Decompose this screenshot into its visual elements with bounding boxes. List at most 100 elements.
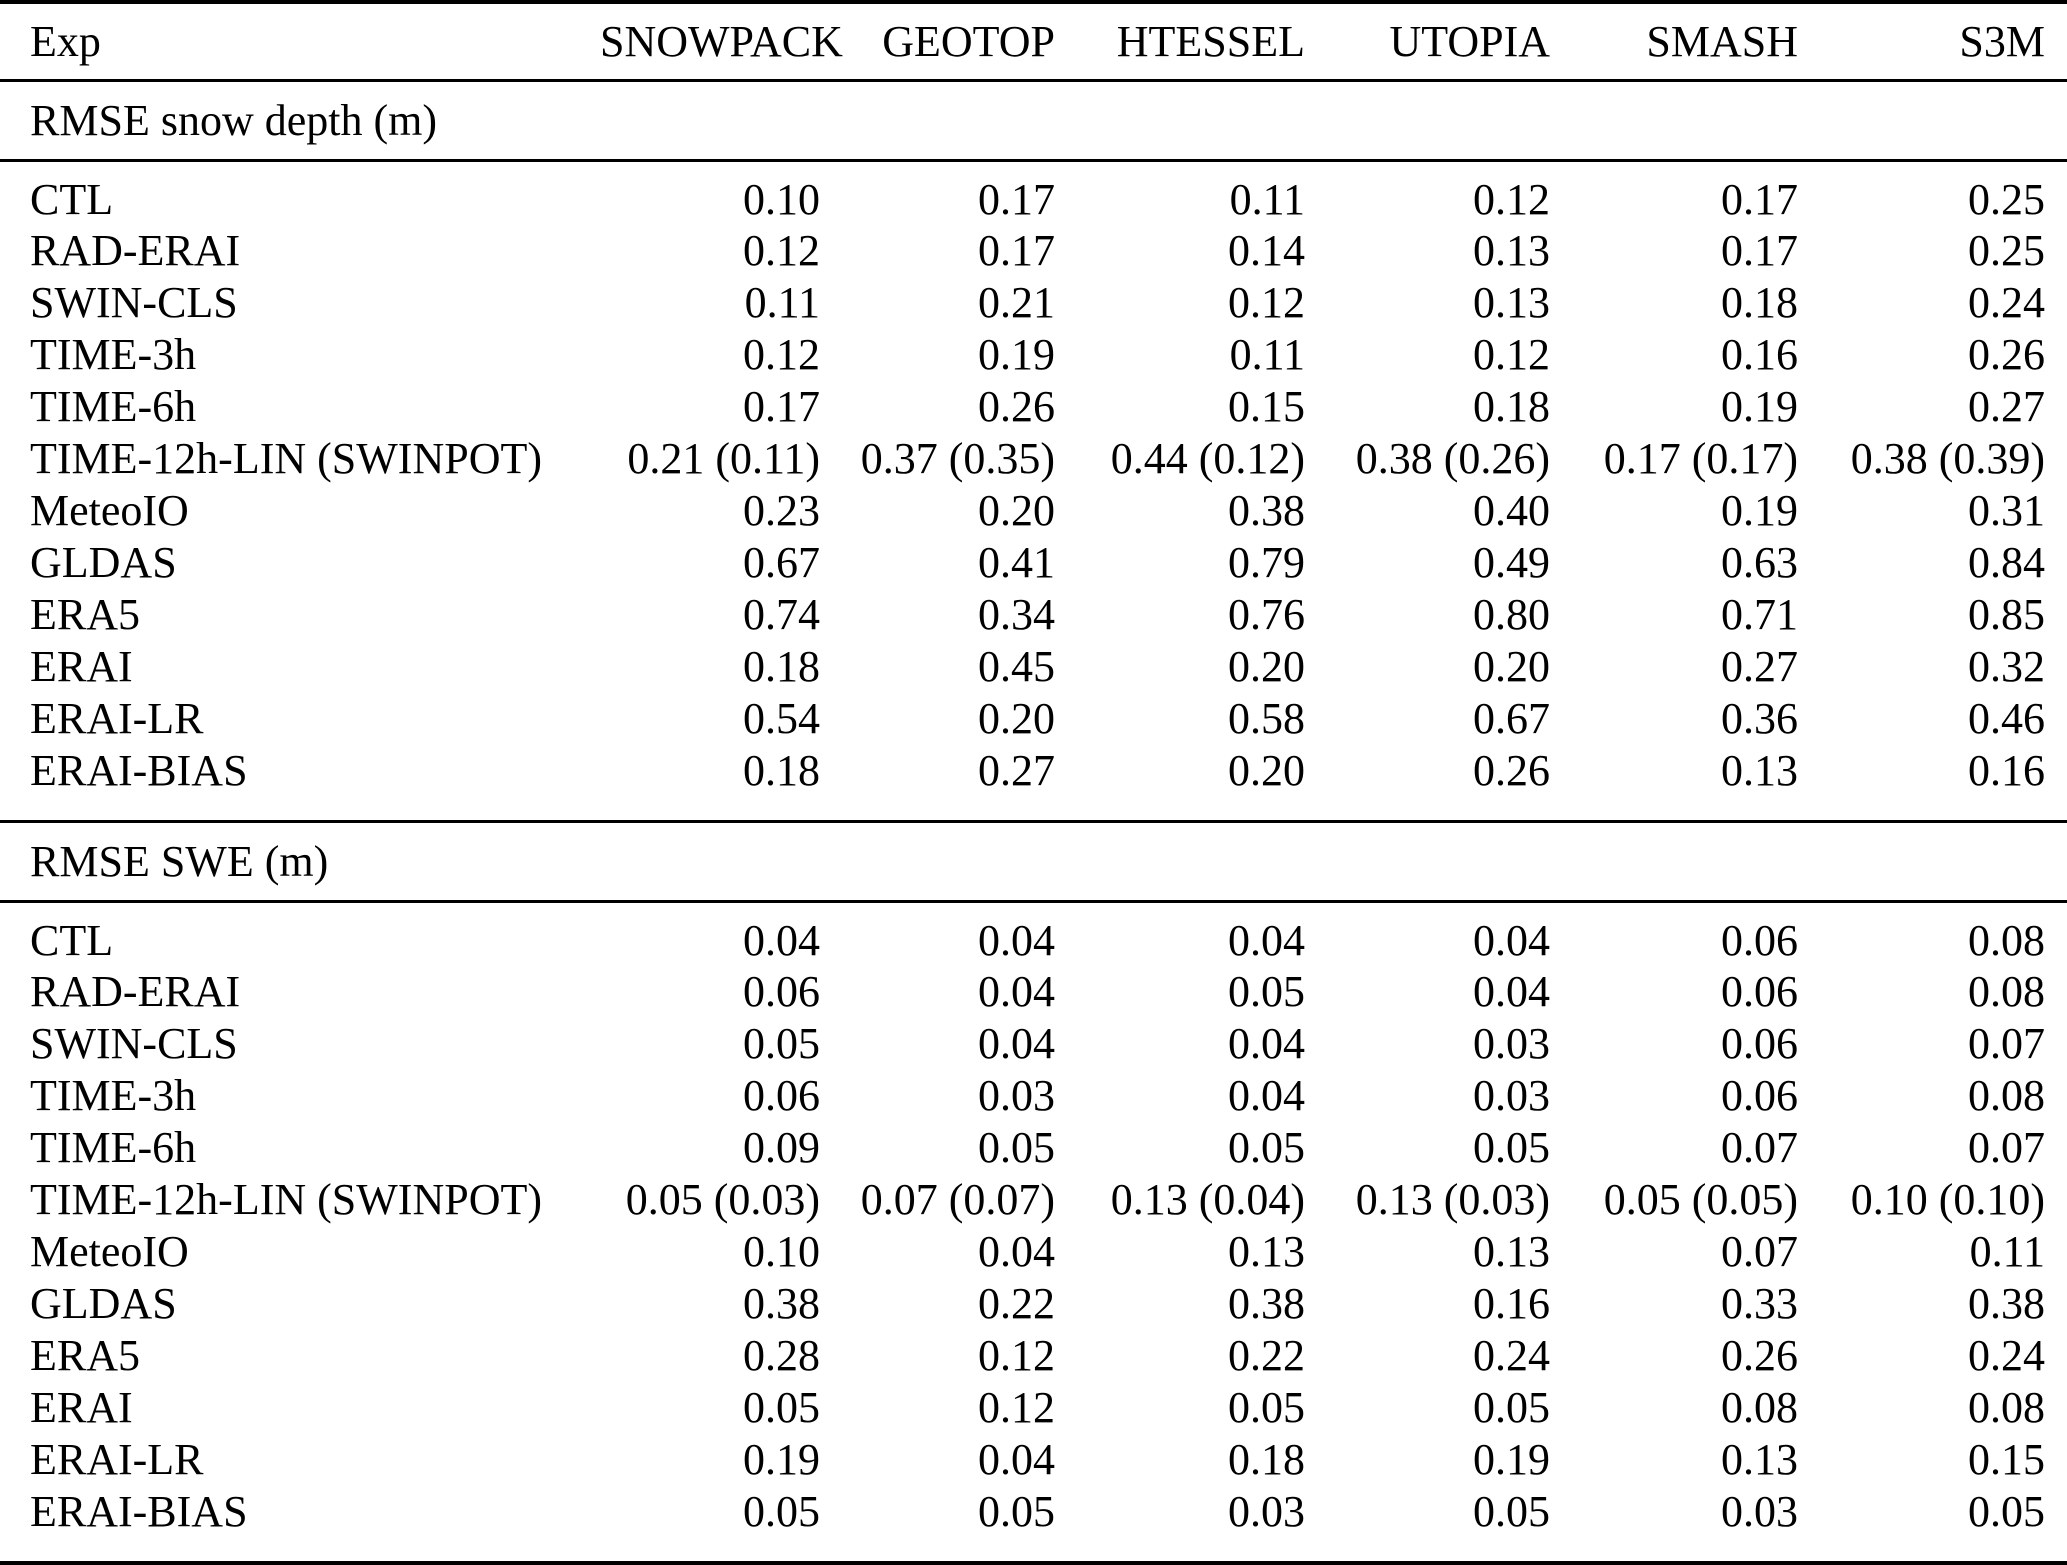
section-rmse-snow-depth: RMSE snow depth (m) CTL 0.10 0.17 0.11 0.12 0… <box>0 80 2067 821</box>
value-cell: 0.06 <box>743 967 820 1016</box>
value-cell: 0.07 <box>1968 1123 2045 1172</box>
value-cell: 0.08 <box>1968 1383 2045 1432</box>
value-cell: 0.05 <box>1968 1486 2045 1536</box>
section-rmse-swe: RMSE SWE (m) CTL 0.04 0.04 0.04 0.04 0.06 0.08… <box>0 821 2067 1563</box>
value-cell: 0.19 <box>1721 382 1798 431</box>
row-label: ERAI-BIAS <box>30 1486 248 1536</box>
value-cell: 0.25 <box>1968 174 2045 224</box>
value-cell: 0.74 <box>743 590 820 639</box>
value-cell: 0.24 <box>1473 1331 1550 1380</box>
value-cell: 0.28 <box>743 1331 820 1380</box>
row-label: GLDAS <box>30 1279 177 1328</box>
value-cell: 0.38 <box>743 1279 820 1328</box>
value-cell: 0.26 <box>1968 330 2045 379</box>
value-cell: 0.16 <box>1721 330 1798 379</box>
value-cell: 0.26 <box>1473 745 1550 795</box>
table-row: ERAI-LR 0.54 0.20 0.58 0.67 0.36 0.46 <box>0 693 2067 745</box>
value-cell: 0.04 <box>978 915 1055 965</box>
value-cell: 0.13 <box>1473 278 1550 327</box>
value-cell: 0.37 (0.35) <box>860 434 1055 483</box>
value-cell: 0.13 <box>1721 1435 1798 1484</box>
value-cell: 0.16 <box>1968 745 2045 795</box>
value-cell: 0.76 <box>1228 590 1305 639</box>
value-cell: 0.40 <box>1473 486 1550 535</box>
value-cell: 0.21 (0.11) <box>627 434 820 483</box>
value-cell: 0.04 <box>978 1019 1055 1068</box>
table-row: TIME-12h-LIN (SWINPOT) 0.21 (0.11) 0.37 (0… <box>0 433 2067 485</box>
value-cell: 0.85 <box>1968 590 2045 639</box>
value-cell: 0.03 <box>978 1071 1055 1120</box>
value-cell: 0.21 <box>978 278 1055 327</box>
row-label: TIME-6h <box>30 1123 197 1172</box>
value-cell: 0.05 <box>1473 1486 1550 1536</box>
table-row: SWIN-CLS 0.05 0.04 0.04 0.03 0.06 0.07 <box>0 1018 2067 1070</box>
value-cell: 0.18 <box>1721 278 1798 327</box>
value-cell: 0.07 <box>1721 1123 1798 1172</box>
value-cell: 0.79 <box>1228 538 1305 587</box>
value-cell: 0.80 <box>1473 590 1550 639</box>
column-header-smash: SMASH <box>1646 16 1798 66</box>
row-label: ERAI <box>30 642 133 691</box>
row-label: TIME-12h-LIN (SWINPOT) <box>30 434 542 483</box>
value-cell: 0.06 <box>743 1071 820 1120</box>
table-row: RAD-ERAI 0.06 0.04 0.05 0.04 0.06 0.08 <box>0 966 2067 1018</box>
row-label: TIME-3h <box>30 1071 197 1120</box>
value-cell: 0.10 (0.10) <box>1850 1175 2045 1224</box>
value-cell: 0.58 <box>1228 694 1305 743</box>
value-cell: 0.63 <box>1721 538 1798 587</box>
value-cell: 0.08 <box>1968 915 2045 965</box>
value-cell: 0.08 <box>1721 1383 1798 1432</box>
value-cell: 0.20 <box>1473 642 1550 691</box>
value-cell: 0.05 (0.03) <box>625 1175 820 1224</box>
value-cell: 0.17 <box>1721 226 1798 275</box>
value-cell: 0.12 <box>743 330 820 379</box>
value-cell: 0.20 <box>1228 745 1305 795</box>
value-cell: 0.13 <box>1473 1227 1550 1276</box>
section-title: RMSE snow depth (m) <box>30 95 437 145</box>
value-cell: 0.05 <box>1228 967 1305 1016</box>
value-cell: 0.19 <box>1473 1435 1550 1484</box>
value-cell: 0.67 <box>743 538 820 587</box>
value-cell: 0.04 <box>743 915 820 965</box>
table-row: GLDAS 0.67 0.41 0.79 0.49 0.63 0.84 <box>0 537 2067 589</box>
value-cell: 0.03 <box>1228 1486 1305 1536</box>
value-cell: 0.38 (0.26) <box>1355 434 1550 483</box>
row-label: ERA5 <box>30 590 140 639</box>
value-cell: 0.71 <box>1721 590 1798 639</box>
row-label: SWIN-CLS <box>30 1019 238 1068</box>
value-cell: 0.05 <box>1473 1123 1550 1172</box>
row-label: RAD-ERAI <box>30 967 241 1016</box>
table-row: TIME-12h-LIN (SWINPOT) 0.05 (0.03) 0.07 (0… <box>0 1174 2067 1226</box>
table-row: TIME-3h 0.06 0.03 0.04 0.03 0.06 0.08 <box>0 1070 2067 1122</box>
value-cell: 0.18 <box>743 745 820 795</box>
value-cell: 0.06 <box>1721 915 1798 965</box>
table-row: TIME-6h 0.09 0.05 0.05 0.05 0.07 0.07 <box>0 1122 2067 1174</box>
value-cell: 0.17 (0.17) <box>1603 434 1798 483</box>
value-cell: 0.08 <box>1968 1071 2045 1120</box>
column-header-htessel: HTESSEL <box>1116 16 1305 66</box>
table-row: ERAI-LR 0.19 0.04 0.18 0.19 0.13 0.15 <box>0 1434 2067 1486</box>
value-cell: 0.22 <box>978 1279 1055 1328</box>
value-cell: 0.26 <box>978 382 1055 431</box>
row-label: MeteoIO <box>30 1227 189 1276</box>
value-cell: 0.13 (0.04) <box>1110 1175 1305 1224</box>
value-cell: 0.17 <box>743 382 820 431</box>
value-cell: 0.22 <box>1228 1331 1305 1380</box>
value-cell: 0.84 <box>1968 538 2045 587</box>
value-cell: 0.04 <box>1473 967 1550 1016</box>
value-cell: 0.12 <box>1228 278 1305 327</box>
value-cell: 0.41 <box>978 538 1055 587</box>
value-cell: 0.45 <box>978 642 1055 691</box>
section-title-row: RMSE SWE (m) <box>0 821 2067 901</box>
value-cell: 0.12 <box>978 1331 1055 1380</box>
table-row: TIME-3h 0.12 0.19 0.11 0.12 0.16 0.26 <box>0 329 2067 381</box>
table-row: GLDAS 0.38 0.22 0.38 0.16 0.33 0.38 <box>0 1278 2067 1330</box>
value-cell: 0.12 <box>1473 330 1550 379</box>
value-cell: 0.17 <box>978 226 1055 275</box>
row-label: TIME-3h <box>30 330 197 379</box>
value-cell: 0.19 <box>978 330 1055 379</box>
value-cell: 0.12 <box>743 226 820 275</box>
value-cell: 0.13 <box>1228 1227 1305 1276</box>
value-cell: 0.05 <box>978 1123 1055 1172</box>
value-cell: 0.18 <box>1473 382 1550 431</box>
